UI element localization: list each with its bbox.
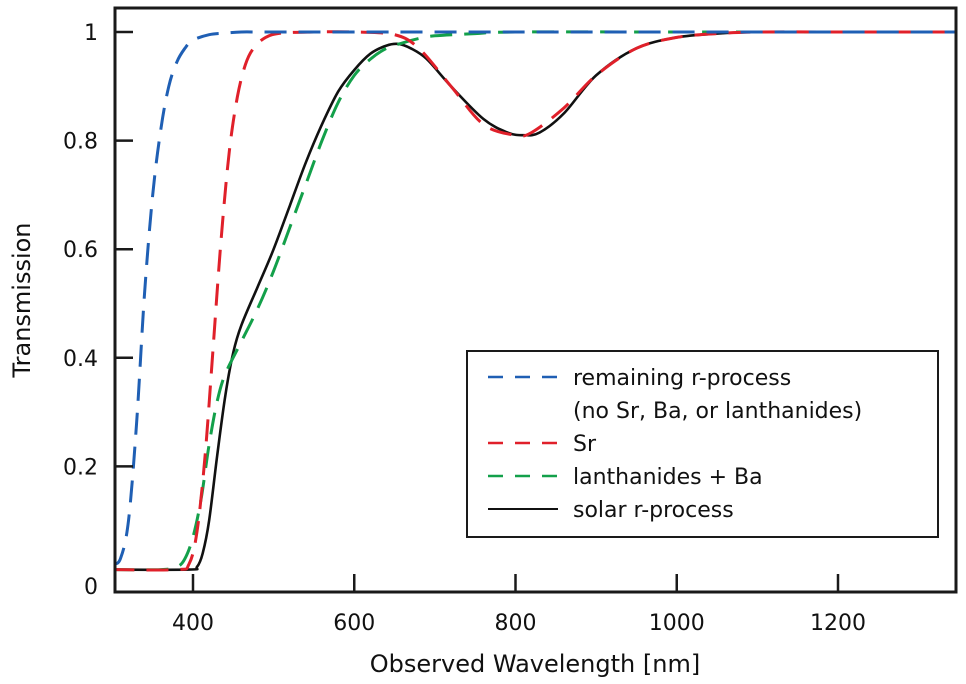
y-tick-label: 0.4 xyxy=(63,347,98,372)
y-tick-label: 1 xyxy=(84,21,98,46)
x-tick-label: 400 xyxy=(172,611,214,636)
legend-label: solar r-process xyxy=(573,498,734,523)
y-axis-title: Transmission xyxy=(8,222,36,378)
y-tick-label: 0.2 xyxy=(63,455,98,480)
x-tick-label: 1000 xyxy=(649,611,705,636)
legend-label: lanthanides + Ba xyxy=(573,465,763,490)
x-tick-label: 1200 xyxy=(810,611,866,636)
y-axis-ticks: 0 0.2 0.4 0.6 0.8 1 xyxy=(63,21,133,600)
series-line-2 xyxy=(115,30,956,572)
x-tick-label: 800 xyxy=(495,611,537,636)
y-tick-label: 0.8 xyxy=(63,130,98,155)
legend-label: Sr xyxy=(573,432,597,457)
x-tick-label: 600 xyxy=(333,611,375,636)
y-tick-label: 0.6 xyxy=(63,238,98,263)
x-axis-title: Observed Wavelength [nm] xyxy=(370,650,700,678)
legend: remaining r-process (no Sr, Ba, or lantha… xyxy=(466,350,939,538)
legend-label: (no Sr, Ba, or lanthanides) xyxy=(573,399,862,424)
series-line-0 xyxy=(115,30,956,566)
plot-frame xyxy=(113,6,958,594)
x-axis-ticks: 400 600 800 1000 1200 xyxy=(172,574,866,636)
legend-label: remaining r-process xyxy=(573,366,791,391)
y-tick-label: 0 xyxy=(84,575,98,600)
plot-lines xyxy=(115,30,956,572)
